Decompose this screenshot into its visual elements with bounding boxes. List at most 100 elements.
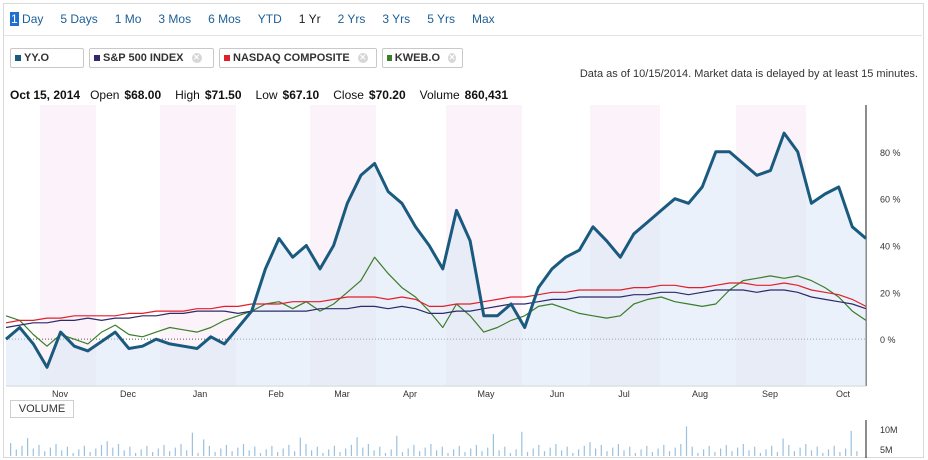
volume-bar [651,452,653,456]
volume-bar [271,445,273,456]
volume-bar [21,445,23,456]
tab-5-days[interactable]: 5 Days [60,12,98,26]
volume-bar [401,452,404,456]
volume-toggle-button[interactable]: VOLUME [10,400,74,418]
series-line-yy-o [5,131,867,369]
remove-sp500-close-icon[interactable]: ✕ [191,53,202,63]
volume-bar [521,431,523,456]
volume-bar [680,444,682,456]
volume-bar [339,452,341,456]
volume-bar [458,445,460,456]
volume-bar [32,448,34,456]
tab-2-yrs[interactable]: 2 Yrs [337,12,366,26]
tab-3-yrs[interactable]: 3 Yrs [382,12,411,26]
volume-bar [475,444,477,456]
x-tick-label: Nov [52,389,69,399]
volume-bar [685,426,688,456]
volume-bar [589,442,591,456]
high-label: High [175,88,200,102]
quote-date: Oct 15, 2014 [10,88,81,102]
volume-bar [799,447,801,456]
volume-bar [646,445,648,456]
volume-bar [311,450,313,456]
volume-bar [350,444,352,456]
volume-bar [44,451,46,456]
tab-ytd[interactable]: YTD [257,12,282,26]
range-tabs: 1 Day 5 Days 1 Mo 3 Mos 6 Mos YTD 1 Yr 2… [10,10,512,28]
x-tick-label: Sep [762,389,778,399]
volume-bar [129,446,131,456]
volume-bar [106,441,108,456]
chip-kweb[interactable]: KWEB.O ✕ [382,48,463,68]
tab-1-yr[interactable]: 1 Yr [298,12,321,26]
y-tick-label: 80 % [880,148,901,158]
volume-bar [850,430,852,456]
volume-bar [725,444,727,456]
volume-bar [61,450,63,456]
volume-bar [845,448,847,456]
volume-bar [259,453,262,456]
volume-bar [617,444,619,456]
tab-5-yrs[interactable]: 5 Yrs [427,12,455,26]
series-line-s-p-500-index [5,289,867,329]
volume-bar [407,448,409,456]
volume-bar [561,450,563,456]
chip-nasdaq[interactable]: NASDAQ COMPOSITE ✕ [219,48,377,68]
volume-bar [640,449,642,456]
volume-bar [66,446,68,456]
volume-bar [396,435,398,456]
low-label: Low [255,88,278,102]
volume-bar [703,449,705,456]
tab-max[interactable]: Max [471,12,495,26]
volume-bar [316,446,318,456]
volume-bar [827,449,830,456]
tab-1-day[interactable]: 1 Day [10,11,43,27]
tab-1-day-rest: Day [18,12,44,26]
chip-yy[interactable]: YY.O [10,48,84,68]
volume-bar [38,444,40,456]
y-tick-label: 20 % [880,288,901,298]
volume-bar [623,450,625,456]
volume-bar [481,451,483,456]
volume-bar [72,453,74,456]
volume-bar [186,450,188,456]
x-tick-label: Apr [403,389,417,399]
volume-bar [89,452,91,456]
volume-value: 860,431 [464,88,509,102]
volume-bar [634,453,636,456]
volume-bar [668,451,671,456]
close-label: Close [333,88,364,102]
open-label: Open [90,88,120,102]
volume-bar [742,444,744,456]
tab-6-mos[interactable]: 6 Mos [208,12,241,26]
volume-bar [566,446,568,456]
tab-3-mos[interactable]: 3 Mos [158,12,192,26]
volume-bar [856,451,858,456]
volume-bar [214,452,216,456]
x-tick-label: Jul [618,389,630,399]
volume-bar [674,447,676,456]
x-tick-label: Jun [550,389,565,399]
volume-bar [805,444,807,456]
volume-tick-label: 5M [880,445,893,455]
yy-swatch-icon [15,55,21,61]
volume-bar [600,444,602,456]
chip-label: NASDAQ COMPOSITE [233,52,350,64]
volume-bar [55,444,57,456]
volume-bar [504,446,506,456]
volume-bar [691,446,693,456]
chip-label: S&P 500 INDEX [103,52,184,64]
volume-bar [169,451,171,456]
volume-bar [816,446,818,456]
remove-nasdaq-close-icon[interactable]: ✕ [357,53,368,63]
volume-bar [771,445,773,456]
chip-sp500[interactable]: S&P 500 INDEX ✕ [89,48,214,68]
tab-1-mo[interactable]: 1 Mo [114,12,142,26]
y-tick-label: 40 % [880,242,901,252]
volume-bar [776,452,778,456]
remove-kweb-close-icon[interactable]: ✕ [448,53,456,63]
volume-bar [367,444,369,456]
volume-bar [328,449,330,456]
volume-bar [345,448,347,456]
